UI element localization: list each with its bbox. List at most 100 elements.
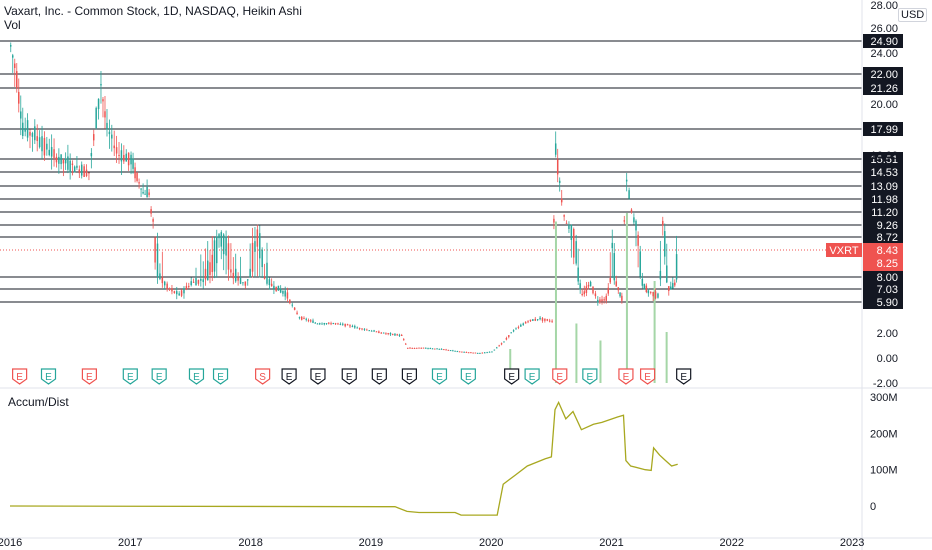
candle-body xyxy=(382,332,385,334)
candle-body xyxy=(154,237,156,263)
earnings-marker[interactable]: E xyxy=(582,368,598,385)
candle-body xyxy=(635,220,637,231)
earnings-marker[interactable]: E xyxy=(552,368,568,385)
earnings-marker[interactable]: E xyxy=(401,368,417,385)
candle-body xyxy=(467,352,470,354)
earnings-marker[interactable]: E xyxy=(212,368,229,385)
level-label-bg xyxy=(863,67,903,81)
volume-bar xyxy=(665,332,668,383)
candle-body xyxy=(416,347,418,349)
candle-body xyxy=(481,352,484,354)
candle-body xyxy=(346,324,349,326)
earnings-marker-label: E xyxy=(16,372,23,383)
candle-body xyxy=(342,323,344,325)
candle-body xyxy=(60,154,62,165)
candle-body xyxy=(420,347,423,349)
earnings-marker[interactable]: E xyxy=(431,368,448,385)
symbol-title[interactable]: Vaxart, Inc. - Common Stock, 1D, NASDAQ,… xyxy=(4,4,302,18)
symbol-badge[interactable] xyxy=(826,243,862,257)
candle-body xyxy=(178,293,180,296)
candle-body xyxy=(553,218,555,223)
earnings-marker[interactable]: E xyxy=(341,368,357,385)
indicator-title[interactable]: Accum/Dist xyxy=(8,395,69,409)
candle-body xyxy=(316,323,319,325)
candle-body xyxy=(163,281,166,286)
candle-body xyxy=(579,283,581,290)
candle-body xyxy=(188,285,190,287)
candle-body xyxy=(630,209,633,213)
volume-bar xyxy=(575,323,578,383)
earnings-marker-label: E xyxy=(623,372,630,383)
earnings-marker[interactable]: E xyxy=(122,368,138,385)
candle-body xyxy=(587,284,590,287)
earnings-marker[interactable]: E xyxy=(524,368,540,385)
candle-body xyxy=(298,317,301,319)
candle-body xyxy=(447,349,450,351)
candle-body xyxy=(273,285,275,289)
indicator-tick-label: 300M xyxy=(870,392,898,404)
candle-body xyxy=(594,293,597,297)
candle-body xyxy=(385,333,387,335)
candle-body xyxy=(14,63,16,69)
candle-body xyxy=(356,327,358,329)
earnings-marker[interactable]: E xyxy=(618,368,634,385)
earnings-marker[interactable]: E xyxy=(504,368,520,385)
candle-body xyxy=(628,190,630,199)
time-tick-label: 2019 xyxy=(359,537,383,549)
time-tick-label: 2023 xyxy=(840,537,864,549)
earnings-marker[interactable]: E xyxy=(371,368,387,385)
level-label-bg xyxy=(863,230,903,244)
earnings-marker[interactable]: E xyxy=(310,368,326,385)
candle-body xyxy=(104,111,106,118)
candle-body xyxy=(130,154,132,165)
indicator-tick-label: 0 xyxy=(870,501,876,513)
price-tick-label: -2.00 xyxy=(873,378,898,390)
candle-body xyxy=(402,339,405,341)
earnings-marker[interactable]: E xyxy=(460,368,476,385)
currency-label[interactable]: USD xyxy=(898,8,928,22)
candle-body xyxy=(601,299,603,302)
candle-body xyxy=(18,91,20,104)
candle-body xyxy=(599,299,601,303)
candle-body xyxy=(246,279,249,281)
indicator-tick-label: 200M xyxy=(870,428,898,440)
earnings-marker[interactable]: E xyxy=(188,368,205,385)
earnings-marker-label: E xyxy=(587,372,594,383)
candle-body xyxy=(222,234,225,255)
earnings-marker-label: E xyxy=(315,372,322,383)
candle-body xyxy=(239,277,242,284)
candle-body xyxy=(349,325,351,327)
candle-body xyxy=(195,277,197,286)
level-label: 5.90 xyxy=(877,297,898,309)
candle-body xyxy=(22,122,24,137)
price-badge[interactable] xyxy=(863,243,903,271)
earnings-marker[interactable]: E xyxy=(151,368,167,385)
earnings-marker[interactable]: E xyxy=(81,368,97,385)
candle-body xyxy=(36,136,38,141)
candle-body xyxy=(173,291,176,294)
candle-body xyxy=(443,349,445,351)
earnings-marker[interactable]: S xyxy=(255,368,271,385)
earnings-marker[interactable]: E xyxy=(676,368,692,385)
candle-body xyxy=(422,347,425,349)
candle-body xyxy=(67,156,69,170)
earnings-marker[interactable]: E xyxy=(12,368,28,385)
volume-bar xyxy=(625,213,628,383)
candle-body xyxy=(551,320,553,322)
earnings-marker-label: E xyxy=(465,372,472,383)
earnings-marker-label: E xyxy=(556,372,563,383)
candle-body xyxy=(558,180,561,184)
candle-body xyxy=(637,234,639,246)
candle-body xyxy=(436,348,438,350)
candle-body xyxy=(146,186,148,198)
earnings-marker[interactable]: E xyxy=(639,368,656,385)
indicator-pane[interactable] xyxy=(9,400,678,516)
earnings-marker[interactable]: E xyxy=(281,368,297,385)
earnings-marker-label: E xyxy=(508,372,515,383)
candle-body xyxy=(508,335,510,337)
volume-label[interactable]: Vol xyxy=(4,18,21,32)
candle-body xyxy=(589,281,592,287)
earnings-marker[interactable]: E xyxy=(40,368,57,385)
